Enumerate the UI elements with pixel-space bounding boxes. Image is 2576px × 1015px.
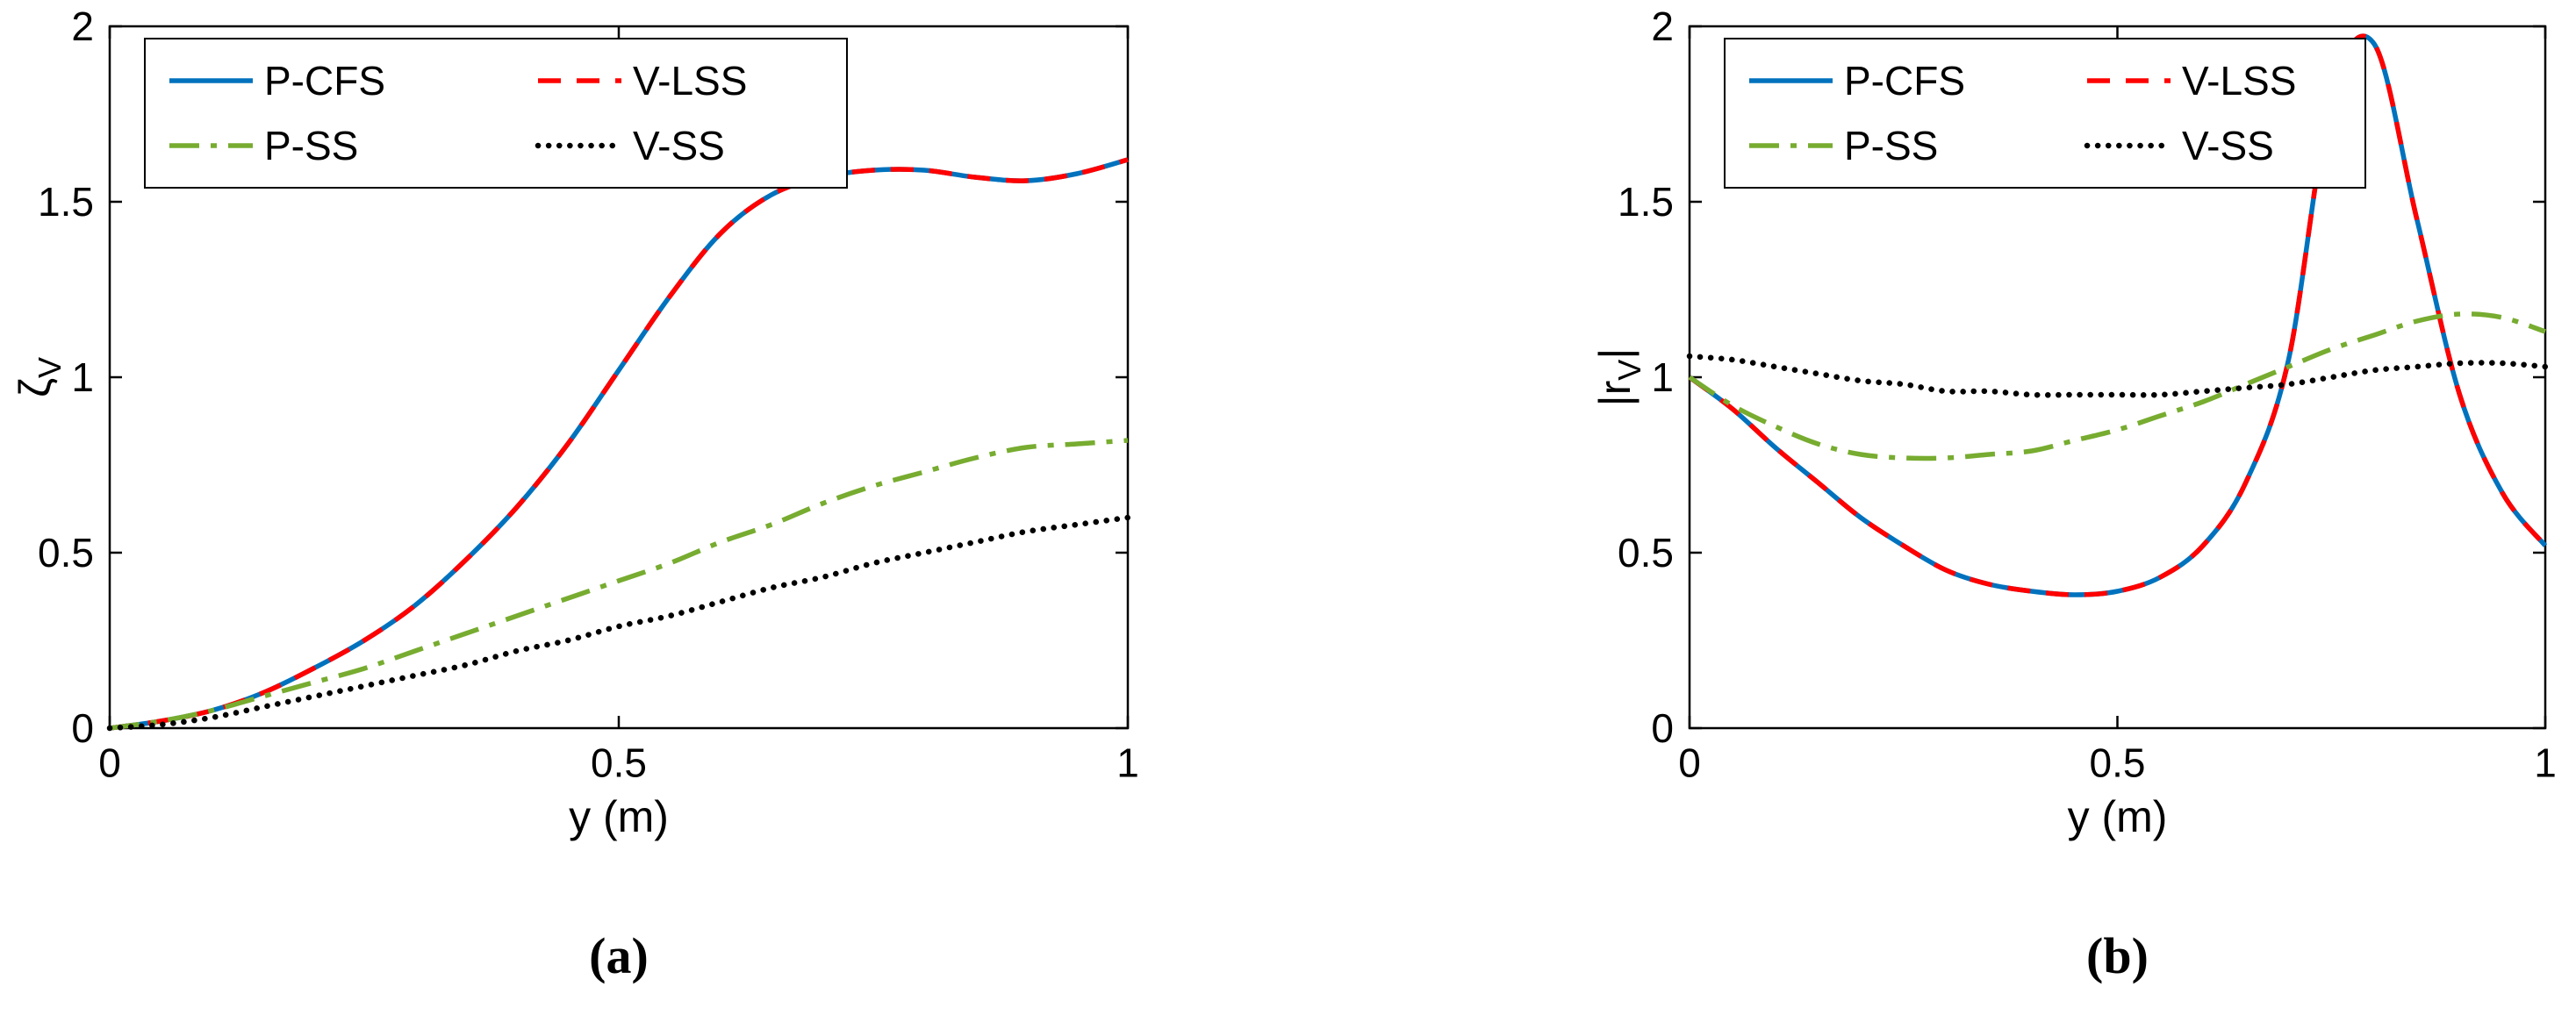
x-tick-label: 0 xyxy=(98,740,121,786)
y-tick-label: 1 xyxy=(1651,354,1674,400)
y-tick-label: 0.5 xyxy=(1618,530,1674,575)
x-tick-label: 1 xyxy=(2534,740,2557,786)
y-axis-label: |rV| xyxy=(1590,348,1647,407)
legend-label: V-LSS xyxy=(2182,58,2296,104)
y-tick-label: 2 xyxy=(71,4,94,49)
series-line-p-ss xyxy=(1688,311,2546,461)
legend-box xyxy=(1724,38,2366,189)
series-line-p-ss xyxy=(109,438,1129,731)
legend-label: V-SS xyxy=(2182,123,2274,168)
y-tick-label: 1.5 xyxy=(38,179,94,225)
legend-box xyxy=(144,38,848,189)
series-line-p-cfs xyxy=(109,157,1129,731)
legend: P-CFS V-LSS P-SS V-SS xyxy=(144,38,848,189)
chart-a-plot: 0 0.5 1 0 0.5 1 1.5 2 y (m) ζV P-CFS V-LSS P-SS V-SS xyxy=(11,4,1139,841)
y-tick-label: 0 xyxy=(1651,705,1674,751)
legend-label: V-LSS xyxy=(633,58,747,104)
y-tick-label: 0.5 xyxy=(38,530,94,575)
legend-label: P-SS xyxy=(264,123,358,168)
legend-label: P-SS xyxy=(1844,123,1938,168)
series-line-v-ss xyxy=(1686,353,2549,398)
x-tick-label: 0.5 xyxy=(2090,740,2146,786)
y-tick-label: 1 xyxy=(71,354,94,400)
axes-group: 0 0.5 1 0 0.5 1 1.5 2 y (m) ζV xyxy=(11,4,1139,841)
legend-label: V-SS xyxy=(633,123,725,168)
x-tick-label: 0 xyxy=(1678,740,1701,786)
y-tick-label: 2 xyxy=(1651,4,1674,49)
axes-group: 0 0.5 1 0 0.5 1 1.5 2 y (m) |rV| xyxy=(1590,4,2557,841)
y-axis-label: ζV xyxy=(11,357,68,397)
series-line-v-lss xyxy=(1688,33,2548,597)
series-line-v-lss xyxy=(109,157,1129,731)
chart-b-caption: (b) xyxy=(2086,927,2149,984)
series-group xyxy=(106,157,1131,732)
chart-a-caption: (a) xyxy=(589,927,649,984)
chart-panel-a: 0 0.5 1 0 0.5 1 1.5 2 y (m) ζV P-CFS V-LSS P-SS V-SS … xyxy=(0,0,1281,1015)
y-tick-label: 1.5 xyxy=(1618,179,1674,225)
y-tick-label: 0 xyxy=(71,705,94,751)
chart-b-plot: 0 0.5 1 0 0.5 1 1.5 2 y (m) |rV| P-CFS V-LSS P-SS V-S… xyxy=(1590,4,2557,841)
x-tick-label: 0.5 xyxy=(591,740,647,786)
x-tick-label: 1 xyxy=(1116,740,1139,786)
x-axis-label: y (m) xyxy=(2068,792,2168,841)
chart-panel-b: 0 0.5 1 0 0.5 1 1.5 2 y (m) |rV| P-CFS V-LSS P-SS V-S… xyxy=(1281,0,2576,1015)
series-group xyxy=(1686,33,2549,597)
series-line-v-ss xyxy=(106,514,1131,732)
x-axis-label: y (m) xyxy=(569,792,669,841)
legend: P-CFS V-LSS P-SS V-SS xyxy=(1724,38,2366,189)
legend-label: P-CFS xyxy=(1844,58,1965,104)
legend-label: P-CFS xyxy=(264,58,385,104)
